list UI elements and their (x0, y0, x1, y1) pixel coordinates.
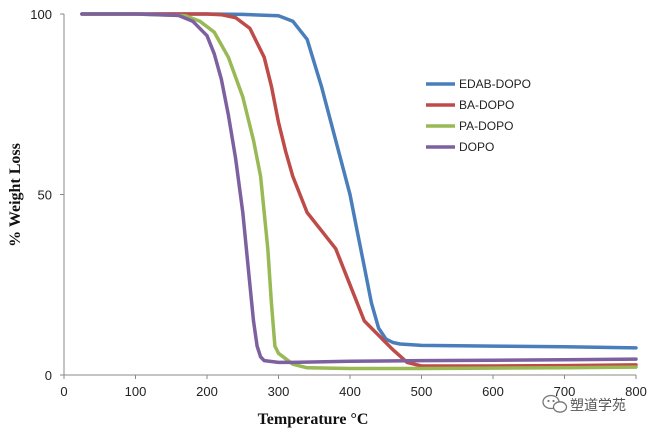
x-tick-label: 500 (411, 384, 433, 399)
x-tick-label: 300 (268, 384, 290, 399)
legend: EDAB-DOPO BA-DOPO PA-DOPO DOPO (426, 77, 531, 154)
series-line (80, 12, 638, 350)
series-line (80, 12, 638, 368)
x-tick-label: 400 (339, 384, 361, 399)
legend-label: DOPO (459, 140, 494, 154)
legend-label: EDAB-DOPO (459, 77, 531, 91)
series-line (80, 12, 638, 365)
plot-area (80, 12, 638, 371)
series-line (80, 12, 638, 371)
axes (60, 13, 637, 379)
y-tick-label: 100 (30, 7, 52, 22)
watermark: 塑道学苑 (542, 394, 626, 414)
x-tick-label: 0 (60, 384, 67, 399)
y-tick-label: 0 (45, 368, 52, 383)
x-tick-label: 600 (482, 384, 504, 399)
legend-label: PA-DOPO (459, 119, 513, 133)
watermark-text: 塑道学苑 (570, 398, 626, 414)
x-tick-label: 800 (625, 384, 647, 399)
x-tick-label: 700 (554, 384, 576, 399)
y-tick-label: 50 (38, 188, 52, 203)
y-axis-title: % Weight Loss (7, 143, 24, 247)
legend-label: BA-DOPO (459, 98, 514, 112)
wechat-icon (542, 394, 568, 413)
x-axis-title: Temperature °C (258, 411, 369, 428)
x-tick-label: 100 (125, 384, 147, 399)
x-tick-label: 200 (196, 384, 218, 399)
tick-labels: 0 100 200 300 400 500 600 700 800 0 50 100 (30, 7, 647, 399)
